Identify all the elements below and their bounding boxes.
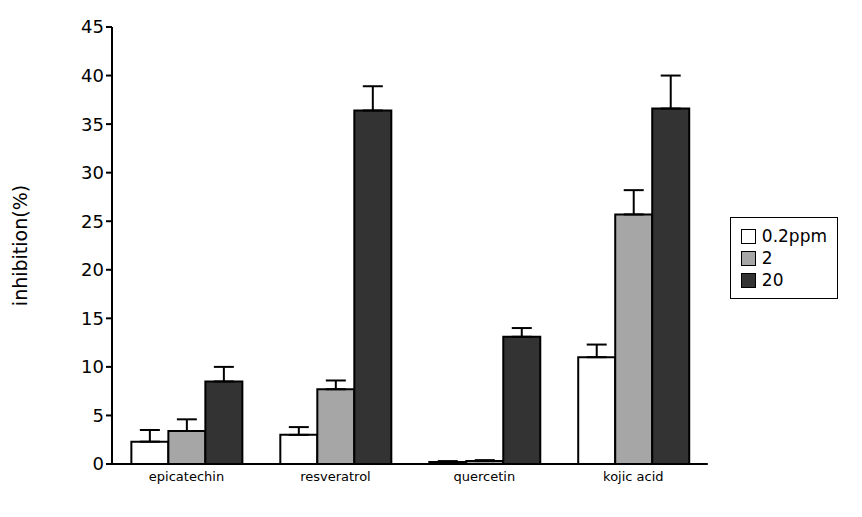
- svg-text:10: 10: [81, 356, 104, 377]
- svg-text:epicatechin: epicatechin: [149, 469, 224, 484]
- svg-text:inhibition(%): inhibition(%): [9, 185, 31, 306]
- svg-text:40: 40: [81, 65, 104, 86]
- svg-text:45: 45: [81, 16, 104, 37]
- html-text:0.2ppm: 0.2ppm: [761, 226, 827, 246]
- svg-text:20: 20: [81, 259, 104, 280]
- svg-text:kojic acid: kojic acid: [603, 469, 664, 484]
- svg-text:5: 5: [93, 405, 104, 426]
- svg-text:25: 25: [81, 211, 104, 232]
- svg-text:35: 35: [81, 114, 104, 135]
- html-text:20: 20: [761, 270, 784, 290]
- svg-text:15: 15: [81, 308, 104, 329]
- svg-text:resveratrol: resveratrol: [300, 469, 371, 484]
- svg-text:quercetin: quercetin: [454, 469, 516, 484]
- svg-text:0: 0: [93, 453, 104, 474]
- html-text:2: 2: [761, 248, 773, 268]
- svg-text:30: 30: [81, 162, 104, 183]
